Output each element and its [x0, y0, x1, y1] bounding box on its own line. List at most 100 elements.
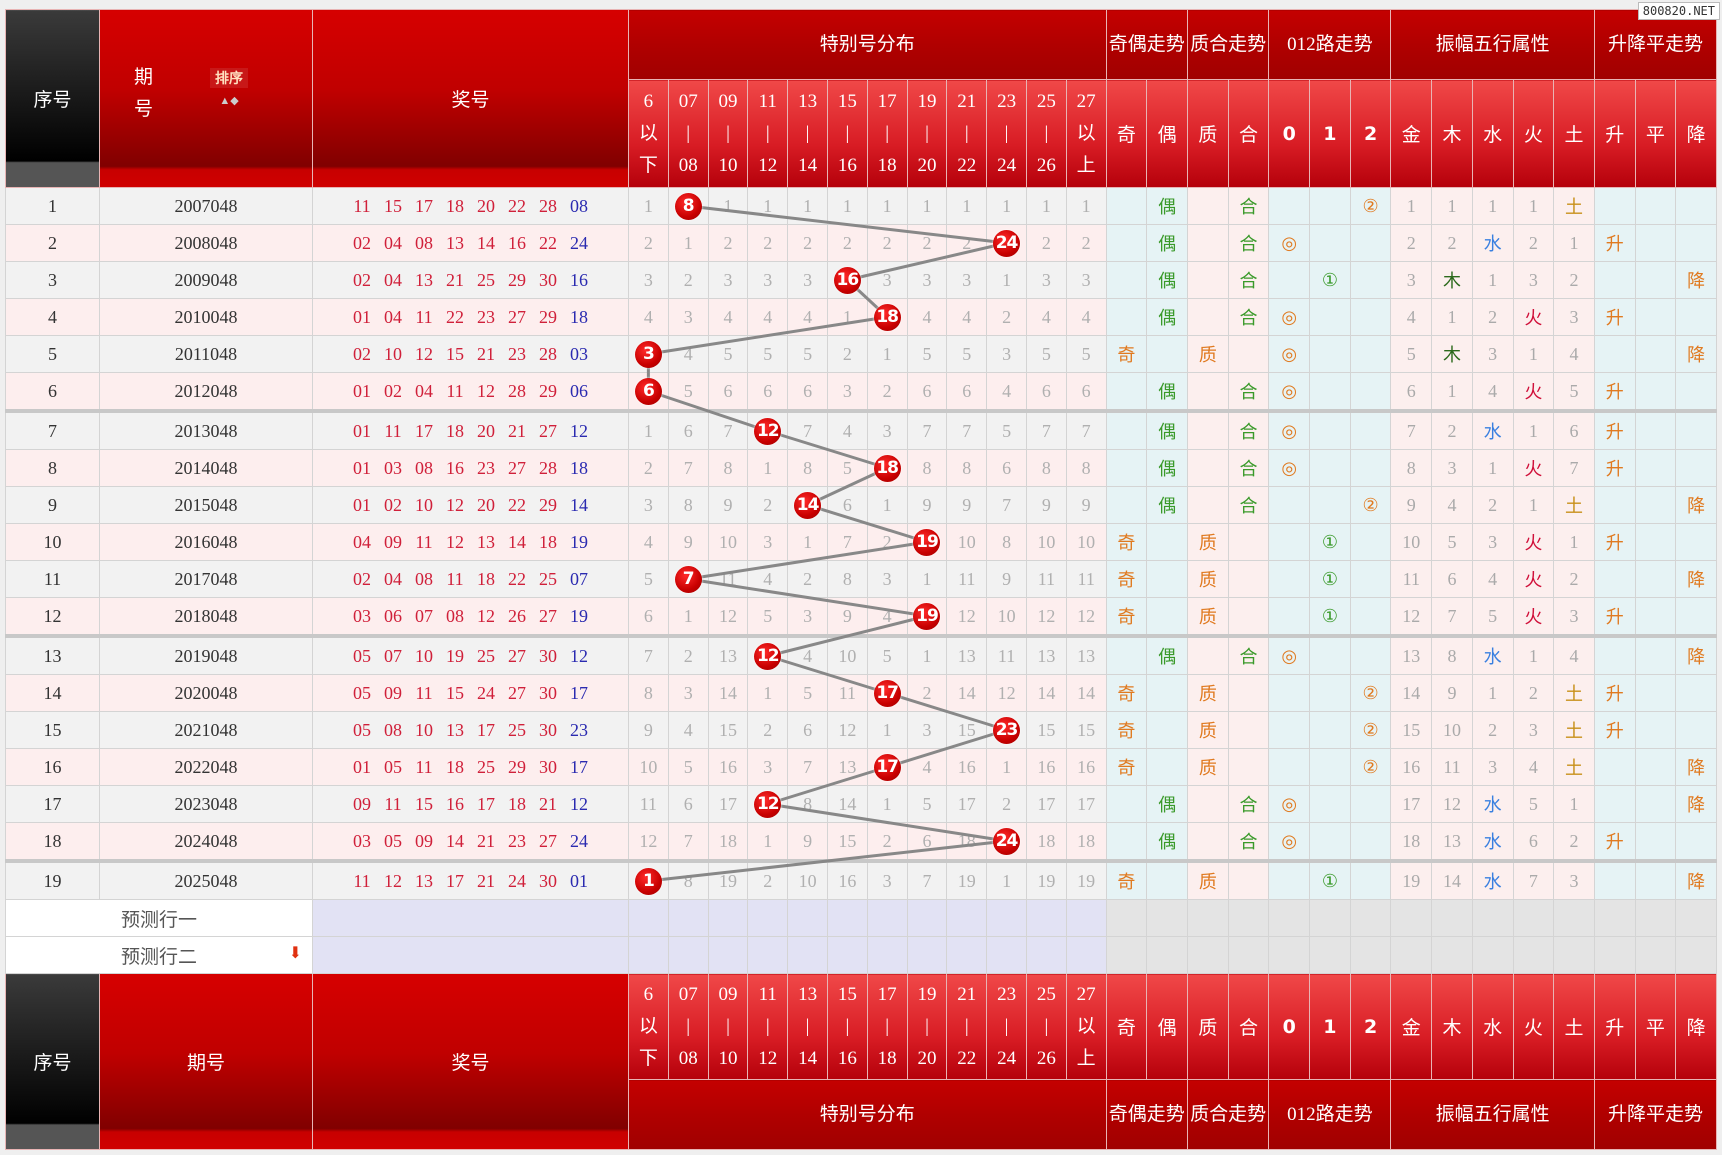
- dist-column-header[interactable]: 13 | 14: [787, 973, 828, 1080]
- sub-column-header[interactable]: 偶: [1146, 79, 1188, 188]
- table-row[interactable]: 9 2015048 01 02 10 12 20 22 29 14 3 8 9 2 14 6 1 9 9 7 9 9 偶合 ②…: [5, 486, 1717, 524]
- prediction-dist-cell[interactable]: [747, 936, 789, 974]
- sub-column-header[interactable]: 奇: [1105, 973, 1148, 1080]
- prediction-numbers-cell[interactable]: [312, 936, 629, 974]
- prediction-attr-cell[interactable]: [1186, 936, 1229, 974]
- sub-column-header[interactable]: 合: [1227, 79, 1270, 188]
- dist-column-header[interactable]: 09 | 10: [707, 79, 749, 188]
- table-row[interactable]: 1 2007048 11 15 17 18 20 22 28 08 1 8 1 1 1 1 1 1 1 1 1 1 偶合 ② 1…: [5, 187, 1717, 225]
- dist-column-header[interactable]: 17 | 18: [866, 973, 908, 1080]
- prediction-dist-cell[interactable]: [787, 936, 828, 974]
- sub-column-header[interactable]: 平: [1634, 973, 1677, 1080]
- prediction-dist-cell[interactable]: [946, 936, 988, 974]
- table-row[interactable]: 16 2022048 01 05 11 18 25 29 30 17 10 5 16 3 7 13 17 4 16 1…: [5, 748, 1717, 786]
- dist-column-header[interactable]: 07 | 08: [667, 79, 709, 188]
- prediction-attr-cell[interactable]: [1105, 899, 1148, 937]
- sub-column-header[interactable]: 1: [1309, 973, 1351, 1080]
- prediction-dist-cell[interactable]: [1065, 936, 1107, 974]
- prediction-attr-cell[interactable]: [1227, 899, 1270, 937]
- sub-column-header[interactable]: 火: [1512, 973, 1555, 1080]
- prediction-dist-cell[interactable]: [707, 899, 749, 937]
- prediction-dist-cell[interactable]: [667, 936, 709, 974]
- prediction-attr-cell[interactable]: [1675, 899, 1717, 937]
- sort-toggle[interactable]: 排序 ▲◆: [210, 68, 248, 110]
- dist-column-header[interactable]: 19 | 20: [906, 79, 948, 188]
- sub-column-header[interactable]: 水: [1471, 973, 1514, 1080]
- prediction-row[interactable]: 预测行二 ⬇: [5, 936, 1717, 974]
- prediction-attr-cell[interactable]: [1390, 936, 1433, 974]
- table-row[interactable]: 19 2025048 11 12 13 17 21 24 30 01 1 8 19 2 10 16 3 7 19 1 1…: [5, 860, 1717, 900]
- prediction-dist-cell[interactable]: [866, 899, 908, 937]
- sub-column-header[interactable]: 0: [1268, 973, 1311, 1080]
- dist-column-header[interactable]: 09 | 10: [707, 973, 749, 1080]
- prediction-attr-cell[interactable]: [1431, 936, 1473, 974]
- table-row[interactable]: 12 2018048 03 06 07 08 12 26 27 19 6 1 12 5 3 9 4 19 12 10 1…: [5, 597, 1717, 638]
- prediction-dist-cell[interactable]: [826, 899, 868, 937]
- sub-column-header[interactable]: 偶: [1146, 973, 1188, 1080]
- sub-column-header[interactable]: 升: [1593, 79, 1636, 188]
- sub-column-header[interactable]: 合: [1227, 973, 1270, 1080]
- prediction-dist-cell[interactable]: [667, 899, 709, 937]
- prediction-attr-cell[interactable]: [1675, 936, 1717, 974]
- prediction-attr-cell[interactable]: [1268, 936, 1311, 974]
- sub-column-header[interactable]: 平: [1634, 79, 1677, 188]
- prediction-attr-cell[interactable]: [1268, 899, 1311, 937]
- dist-column-header[interactable]: 19 | 20: [906, 973, 948, 1080]
- table-row[interactable]: 17 2023048 09 11 15 16 17 18 21 12 11 6 17 12 8 14 1 5 17 2…: [5, 785, 1717, 823]
- table-row[interactable]: 13 2019048 05 07 10 19 25 27 30 12 7 2 13 12 4 10 5 1 13 11…: [5, 635, 1717, 675]
- dist-column-header[interactable]: 23 | 24: [986, 973, 1027, 1080]
- prediction-dist-cell[interactable]: [628, 936, 669, 974]
- prediction-attr-cell[interactable]: [1349, 936, 1392, 974]
- prediction-dist-cell[interactable]: [906, 936, 948, 974]
- sub-column-header[interactable]: 降: [1675, 973, 1717, 1080]
- prediction-attr-cell[interactable]: [1471, 899, 1514, 937]
- prediction-attr-cell[interactable]: [1227, 936, 1270, 974]
- dist-column-header[interactable]: 11 | 12: [747, 79, 789, 188]
- table-row[interactable]: 15 2021048 05 08 10 13 17 25 30 23 9 4 15 2 6 12 1 3 15 23 1…: [5, 711, 1717, 749]
- prediction-dist-cell[interactable]: [747, 899, 789, 937]
- sub-column-header[interactable]: 火: [1512, 79, 1555, 188]
- prediction-attr-cell[interactable]: [1390, 899, 1433, 937]
- prediction-dist-cell[interactable]: [1025, 899, 1067, 937]
- table-row[interactable]: 7 2013048 01 11 17 18 20 21 27 12 1 6 7 12 7 4 3 7 7 5 7 7 偶合 ◎…: [5, 410, 1717, 450]
- prediction-dist-cell[interactable]: [628, 899, 669, 937]
- prediction-attr-cell[interactable]: [1431, 899, 1473, 937]
- prediction-dist-cell[interactable]: [866, 936, 908, 974]
- prediction-attr-cell[interactable]: [1512, 936, 1555, 974]
- table-row[interactable]: 3 2009048 02 04 13 21 25 29 30 16 3 2 3 3 3 16 3 3 3 1 3 3 偶合 ①…: [5, 261, 1717, 299]
- sub-column-header[interactable]: 0: [1268, 79, 1311, 188]
- sub-column-header[interactable]: 降: [1675, 79, 1717, 188]
- prediction-attr-cell[interactable]: [1512, 899, 1555, 937]
- prediction-dist-cell[interactable]: [1065, 899, 1107, 937]
- sub-column-header[interactable]: 土: [1553, 973, 1595, 1080]
- dist-column-header[interactable]: 6 以下: [628, 973, 669, 1080]
- dist-column-header[interactable]: 17 | 18: [866, 79, 908, 188]
- table-row[interactable]: 8 2014048 01 03 08 16 23 27 28 18 2 7 8 1 8 5 18 8 8 6 8 8 偶合 ◎…: [5, 449, 1717, 487]
- sub-column-header[interactable]: 升: [1593, 973, 1636, 1080]
- issue-header[interactable]: 期号 排序 ▲◆: [99, 9, 313, 188]
- prediction-attr-cell[interactable]: [1186, 899, 1229, 937]
- prediction-attr-cell[interactable]: [1553, 936, 1595, 974]
- table-row[interactable]: 6 2012048 01 02 04 11 12 28 29 06 6 5 6 6 6 3 2 6 6 4 6 6 偶合 ◎ 6…: [5, 372, 1717, 413]
- prediction-attr-cell[interactable]: [1146, 936, 1188, 974]
- table-row[interactable]: 5 2011048 02 10 12 15 21 23 28 03 3 4 5 5 5 2 1 5 5 3 5 5 奇质 ◎ 5…: [5, 335, 1717, 373]
- dist-column-header[interactable]: 6 以下: [628, 79, 669, 188]
- dist-column-header[interactable]: 25 | 26: [1025, 973, 1067, 1080]
- prediction-dist-cell[interactable]: [707, 936, 749, 974]
- dist-column-header[interactable]: 21 | 22: [946, 79, 988, 188]
- prediction-attr-cell[interactable]: [1146, 899, 1188, 937]
- dist-column-header[interactable]: 11 | 12: [747, 973, 789, 1080]
- sub-column-header[interactable]: 金: [1390, 79, 1433, 188]
- table-row[interactable]: 4 2010048 01 04 11 22 23 27 29 18 4 3 4 4 4 1 18 4 4 2 4 4 偶合 ◎…: [5, 298, 1717, 336]
- prediction-attr-cell[interactable]: [1553, 899, 1595, 937]
- table-row[interactable]: 2 2008048 02 04 08 13 14 16 22 24 2 1 2 2 2 2 2 2 2 24 2 2 偶合 ◎…: [5, 224, 1717, 262]
- table-row[interactable]: 14 2020048 05 09 11 15 24 27 30 17 8 3 14 1 5 11 17 2 14 12…: [5, 674, 1717, 712]
- sub-column-header[interactable]: 质: [1186, 973, 1229, 1080]
- prediction-dist-cell[interactable]: [906, 899, 948, 937]
- sub-column-header[interactable]: 土: [1553, 79, 1595, 188]
- sub-column-header[interactable]: 1: [1309, 79, 1351, 188]
- sort-arrows-icon[interactable]: ▲◆: [219, 95, 239, 107]
- dist-column-header[interactable]: 15 | 16: [826, 973, 868, 1080]
- prediction-attr-cell[interactable]: [1309, 899, 1351, 937]
- prediction-dist-cell[interactable]: [986, 899, 1027, 937]
